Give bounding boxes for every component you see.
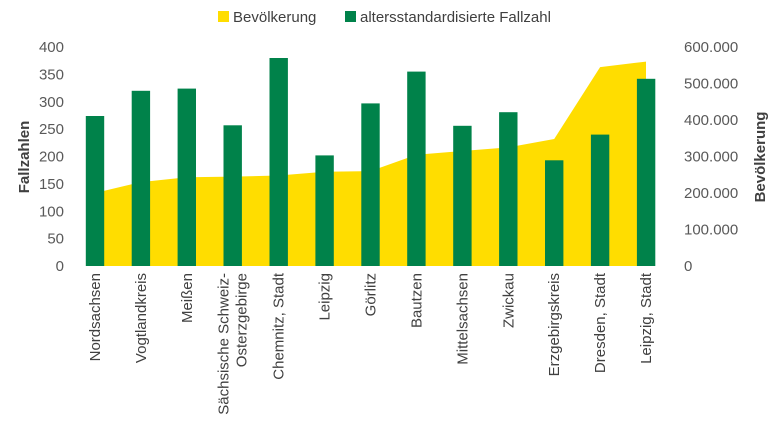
category-label-line: Görlitz bbox=[363, 273, 380, 316]
category-label: Erzgebirgskreis bbox=[546, 273, 563, 376]
category-label: Mittelsachsen bbox=[454, 273, 471, 365]
legend-swatch-case-count bbox=[345, 11, 356, 22]
category-label-line: Meißen bbox=[179, 273, 196, 323]
left-tick-label: 0 bbox=[56, 258, 64, 275]
right-tick-label: 300.000 bbox=[684, 149, 738, 166]
category-label-line: Nordsachsen bbox=[87, 273, 104, 361]
right-tick-label: 400.000 bbox=[684, 112, 738, 129]
legend-label-population: Bevölkerung bbox=[233, 9, 316, 26]
category-label-line: Leipzig bbox=[317, 273, 334, 321]
left-tick-label: 100 bbox=[39, 203, 64, 220]
category-label: Bautzen bbox=[408, 273, 425, 328]
left-axis-title: Fallzahlen bbox=[16, 121, 33, 194]
left-tick-label: 150 bbox=[39, 176, 64, 193]
left-tick-label: 400 bbox=[39, 39, 64, 56]
bar bbox=[453, 125, 472, 266]
category-label-line: Chemnitz, Stadt bbox=[271, 272, 288, 380]
category-label: Chemnitz, Stadt bbox=[271, 272, 288, 380]
legend-label-case-count: altersstandardisierte Fallzahl bbox=[360, 9, 551, 26]
bar bbox=[315, 155, 334, 266]
category-label-line: Osterzgebirge bbox=[234, 273, 251, 367]
bar bbox=[499, 112, 518, 266]
right-axis-ticks: 0 100.000 200.000 300.000 400.000 500.000 600.… bbox=[684, 39, 738, 275]
category-label-line: Leipzig, Stadt bbox=[638, 272, 655, 364]
legend-swatch-population bbox=[218, 11, 229, 22]
bar bbox=[131, 90, 151, 266]
category-label-line: Erzgebirgskreis bbox=[546, 273, 563, 376]
category-label: Dresden, Stadt bbox=[592, 272, 609, 373]
right-tick-label: 100.000 bbox=[684, 222, 738, 239]
category-label-line: Zwickau bbox=[500, 273, 517, 328]
right-axis-title: Bevölkerung bbox=[752, 112, 769, 203]
right-tick-label: 500.000 bbox=[684, 76, 738, 93]
left-tick-label: 300 bbox=[39, 94, 64, 111]
bar-layer bbox=[85, 58, 656, 267]
left-tick-label: 250 bbox=[39, 121, 64, 138]
bar bbox=[361, 103, 380, 267]
left-tick-label: 350 bbox=[39, 66, 64, 83]
category-label: Leipzig, Stadt bbox=[638, 272, 655, 364]
bar bbox=[85, 116, 105, 266]
category-label: Görlitz bbox=[363, 273, 380, 316]
category-label: Nordsachsen bbox=[87, 273, 104, 361]
right-tick-label: 200.000 bbox=[684, 185, 738, 202]
bar bbox=[407, 71, 426, 266]
category-labels: Nordsachsen Vogtlandkreis Meißen Sächsische… bbox=[87, 272, 655, 415]
bar bbox=[545, 160, 564, 266]
bar bbox=[636, 78, 656, 266]
legend: Bevölkerung altersstandardisierte Fallza… bbox=[218, 9, 551, 26]
category-label: Leipzig bbox=[317, 273, 334, 321]
category-label-line: Dresden, Stadt bbox=[592, 272, 609, 373]
category-label: Vogtlandkreis bbox=[133, 273, 150, 363]
right-tick-label: 0 bbox=[684, 258, 692, 275]
left-tick-label: 200 bbox=[39, 149, 64, 166]
left-axis-ticks: 0 50 100 150 200 250 300 350 400 bbox=[39, 39, 64, 275]
category-label-line: Bautzen bbox=[408, 273, 425, 328]
category-label-line: Mittelsachsen bbox=[454, 273, 471, 365]
bar bbox=[223, 125, 242, 266]
bar bbox=[177, 88, 196, 266]
category-label-line: Vogtlandkreis bbox=[133, 273, 150, 363]
bar bbox=[590, 134, 610, 266]
right-tick-label: 600.000 bbox=[684, 39, 738, 56]
category-label: Sächsische Schweiz- Osterzgebirge bbox=[216, 273, 251, 415]
bar bbox=[269, 58, 288, 266]
category-label-line: Sächsische Schweiz- bbox=[216, 273, 233, 415]
left-tick-label: 50 bbox=[47, 231, 64, 248]
category-label: Zwickau bbox=[500, 273, 517, 328]
category-label: Meißen bbox=[179, 273, 196, 323]
